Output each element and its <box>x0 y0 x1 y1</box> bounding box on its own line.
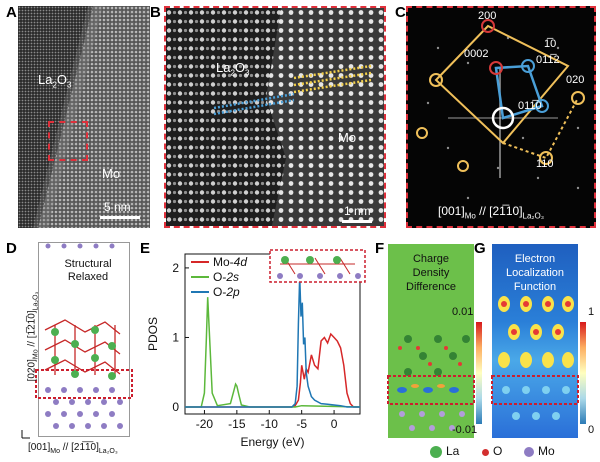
panel-b-micrograph: La2O3 Mo 1 nm <box>164 6 386 228</box>
panel-e-letter: E <box>140 240 151 257</box>
panel-b-la2o3-label: La2O3 <box>216 60 250 78</box>
panel-g-cb-max: 1 <box>588 306 595 318</box>
panel-f-cb-max: 0.01 <box>452 306 474 318</box>
legend-label: Mo-4d <box>213 255 247 269</box>
panel-c-caption: [001]Mo // [21̅10]La₂O₃ <box>438 204 545 221</box>
o-swatch <box>482 449 489 456</box>
panel-a-micrograph: La2O3 Mo 5 nm <box>18 6 150 228</box>
panel-b-mo-label: Mo <box>338 130 357 145</box>
panel-f-cb-min: -0.01 <box>452 424 478 436</box>
spot-110: 110 <box>536 158 554 170</box>
panel-d-y-axis-label: [020]Mo // [1̅21̅0]La₂O₃ <box>26 291 40 382</box>
y-tick-label: 0 <box>172 400 179 414</box>
panel-f-letter: F <box>375 240 385 257</box>
spot-1-10: 1̅0 <box>544 38 557 50</box>
panel-f-title: Charge Density Difference <box>406 253 456 293</box>
series-o-2s <box>185 297 361 408</box>
y-axis-label: PDOS <box>146 317 160 351</box>
spot-020: 020 <box>566 74 585 86</box>
x-tick-label: -20 <box>196 417 214 431</box>
x-tick-label: -15 <box>228 417 246 431</box>
panel-d-letter: D <box>6 240 17 257</box>
panel-a-scale-label: 5 nm <box>104 200 131 214</box>
la-swatch <box>430 446 442 458</box>
series-mo-4d <box>185 332 360 408</box>
series-o-2p <box>185 276 360 408</box>
panel-f-colorbar <box>476 322 482 424</box>
pdos-inset <box>269 249 366 283</box>
legend-label: O-2p <box>213 285 240 299</box>
panel-a-letter: A <box>6 4 17 21</box>
panel-d-title: Structural Relaxed <box>64 258 112 283</box>
pdos-legend: Mo-4dO-2sO-2p <box>191 255 247 299</box>
panel-g-map: Electron Localization Function <box>491 244 579 438</box>
y-tick-label: 1 <box>172 330 179 344</box>
panel-b-scale-label: 1 nm <box>344 204 371 218</box>
legend-label: O-2s <box>213 270 239 284</box>
spot-0002: 0002 <box>464 48 489 60</box>
panel-d-structure: Structural Relaxed [020]Mo // [1̅21̅0]La₂… <box>20 240 135 440</box>
panel-b-scalebar <box>342 220 372 223</box>
panel-a-mo-label: Mo <box>102 166 121 181</box>
x-tick-label: -10 <box>261 417 279 431</box>
panel-g-letter: G <box>474 240 486 257</box>
panel-c-fft: 200 0002 1̅0 011̅2 020 011̅0 110 [001]Mo… <box>406 6 596 228</box>
x-tick-label: 0 <box>331 417 338 431</box>
legend-o: O <box>493 444 503 458</box>
panel-g-title: Electron Localization Function <box>505 253 565 293</box>
legend-mo: Mo <box>538 444 555 458</box>
x-axis-label: Energy (eV) <box>240 435 304 449</box>
x-tick-label: -5 <box>296 417 307 431</box>
pdos-lines <box>185 276 361 408</box>
pdos-axes: -20 -15 -10 -5 0 0 1 2 Energy (eV) PDOS <box>146 253 361 449</box>
panel-a-scalebar <box>100 216 140 219</box>
atom-legend: La O Mo <box>430 444 600 460</box>
spot-200: 200 <box>478 10 497 22</box>
panel-a-dashed-box <box>48 121 88 161</box>
panel-a-la2o3-label: La2O3 <box>38 72 72 90</box>
panel-e-pdos-chart: -20 -15 -10 -5 0 0 1 2 Energy (eV) PDOS Mo-4dO-2s… <box>146 249 366 449</box>
spot-01-12: 011̅2 <box>536 54 560 66</box>
panel-g-cb-min: 0 <box>588 424 595 436</box>
panel-d-x-axis-label: [001]Mo // [21̅1̅0]La₂O₃ <box>28 442 118 455</box>
mo-swatch <box>524 447 534 457</box>
y-tick-label: 2 <box>172 261 179 275</box>
spot-01-10: 011̅0 <box>518 100 542 112</box>
panel-b-letter: B <box>150 4 161 21</box>
panel-g-colorbar <box>580 322 586 424</box>
legend-la: La <box>446 444 460 458</box>
panel-f-map: Charge Density Difference <box>387 244 475 438</box>
panel-c-letter: C <box>395 4 406 21</box>
